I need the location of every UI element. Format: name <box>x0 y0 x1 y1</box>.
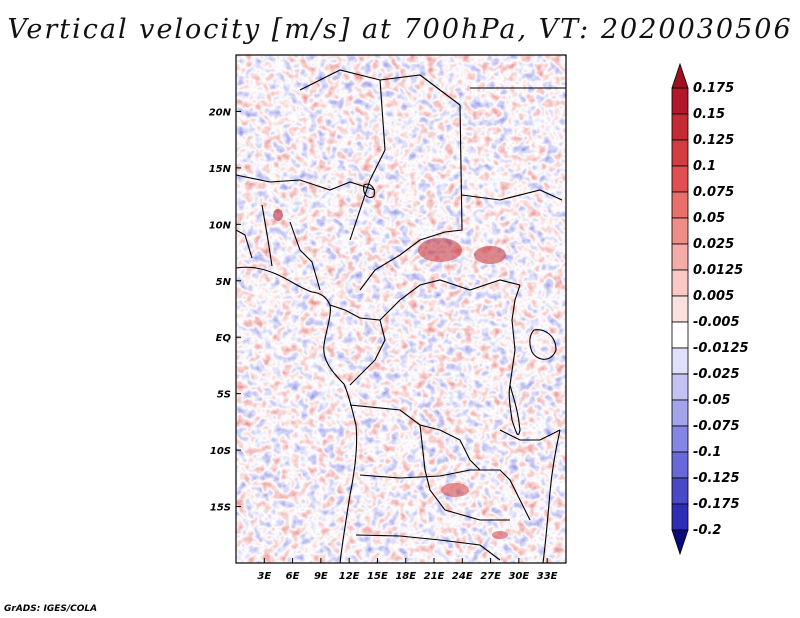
lon-tick-label: 30E <box>508 571 529 582</box>
colorbar-segment <box>671 191 689 219</box>
colorbar-legend: 0.175 0.15 0.125 0.1 0.075 0.05 0.025 0.0125 0.0… <box>671 62 749 556</box>
colorbar-label: -0.125 <box>693 471 740 486</box>
colorbar-segment <box>671 321 689 349</box>
border-10 <box>349 404 481 471</box>
colorbar-label: 0.005 <box>693 289 734 304</box>
colorbar-label: -0.2 <box>693 523 721 538</box>
lon-tick-label: 15E <box>367 571 388 582</box>
colorbar-label: 0.075 <box>693 185 734 200</box>
colorbar-label: -0.025 <box>693 367 740 382</box>
map-frame <box>235 54 567 564</box>
colorbar-label: 0.0125 <box>693 263 743 278</box>
lat-tick-label: EQ <box>216 333 232 344</box>
lon-tick-label: 6E <box>286 571 300 582</box>
colorbar-label: -0.05 <box>693 393 730 408</box>
lat-tick-label: 20N <box>209 107 232 118</box>
colorbar-label: -0.005 <box>693 315 740 330</box>
border-7 <box>329 279 521 321</box>
colorbar-segment <box>671 477 689 505</box>
colorbar-segment <box>671 87 689 115</box>
latitude-axis: 20N 15N 10N 5N EQ 5S 10S 15S <box>209 107 241 514</box>
east-africa-coast <box>542 429 561 563</box>
lon-tick-label: 18E <box>395 571 416 582</box>
lat-tick-label: 15N <box>209 164 232 175</box>
colorbar-label: -0.075 <box>693 419 740 434</box>
colorbar-segment <box>671 347 689 375</box>
lon-tick-label: 3E <box>257 571 271 582</box>
colorbar-segment <box>671 373 689 401</box>
lon-tick-label: 9E <box>314 571 328 582</box>
border-13 <box>499 429 561 441</box>
border-9 <box>509 284 521 386</box>
lat-tick-label: 5S <box>217 390 231 401</box>
colorbar-segment <box>671 425 689 453</box>
border-8 <box>349 319 386 386</box>
colorbar-segment <box>671 269 689 297</box>
lake-tanganyika <box>508 384 521 435</box>
lat-tick-label: 10N <box>209 220 232 231</box>
lon-tick-label: 33E <box>537 571 558 582</box>
border-3 <box>349 79 386 241</box>
map-title: Vertical velocity [m/s] at 700hPa, VT: 2… <box>7 14 793 45</box>
lat-tick-label: 15S <box>210 503 231 514</box>
colorbar-label: 0.15 <box>693 107 725 122</box>
border-11 <box>359 469 531 521</box>
colorbar-label: 0.1 <box>693 159 716 174</box>
border-16 <box>289 221 321 291</box>
border-17 <box>236 229 253 259</box>
lat-tick-label: 10S <box>210 446 231 457</box>
lon-tick-label: 21E <box>424 571 445 582</box>
colorbar-segment <box>671 399 689 427</box>
coastlines-and-borders <box>236 69 566 563</box>
border-15 <box>261 204 273 267</box>
longitude-axis: 3E 6E 9E 12E 15E 18E 21E 24E 27E 30E 33E <box>257 558 558 582</box>
colorbar-segment <box>671 217 689 245</box>
lon-tick-label: 24E <box>452 571 473 582</box>
grads-credit: GrADS: IGES/COLA <box>4 604 98 614</box>
west-africa-coast <box>236 266 358 563</box>
colorbar-label: 0.025 <box>693 237 734 252</box>
colorbar-top-arrow <box>671 62 689 89</box>
colorbar-segment <box>671 165 689 193</box>
colorbar-label: -0.0125 <box>693 341 749 356</box>
strong-ascent-patches <box>273 209 508 539</box>
border-12 <box>419 424 510 521</box>
colorbar-segment <box>671 295 689 323</box>
colorbar-label: 0.05 <box>693 211 725 226</box>
lon-tick-label: 12E <box>339 571 360 582</box>
colorbar-label: -0.1 <box>693 445 721 460</box>
colorbar-segment <box>671 503 689 531</box>
border-14 <box>355 534 501 561</box>
colorbar-segment <box>671 139 689 167</box>
border-5 <box>461 189 563 201</box>
colorbar-segment <box>671 243 689 271</box>
colorbar-segment <box>671 451 689 479</box>
colorbar-segment <box>671 113 689 141</box>
border-2 <box>359 104 463 291</box>
colorbar-bottom-arrow <box>671 529 689 556</box>
map-panel <box>236 55 566 563</box>
colorbar-label: 0.125 <box>693 133 734 148</box>
velocity-fine-texture <box>236 55 566 563</box>
colorbar-label: -0.175 <box>693 497 740 512</box>
border-4 <box>236 174 376 191</box>
lon-tick-label: 27E <box>480 571 501 582</box>
colorbar-label: 0.175 <box>693 81 734 96</box>
lat-tick-label: 5N <box>216 277 232 288</box>
lake-victoria <box>529 329 557 360</box>
